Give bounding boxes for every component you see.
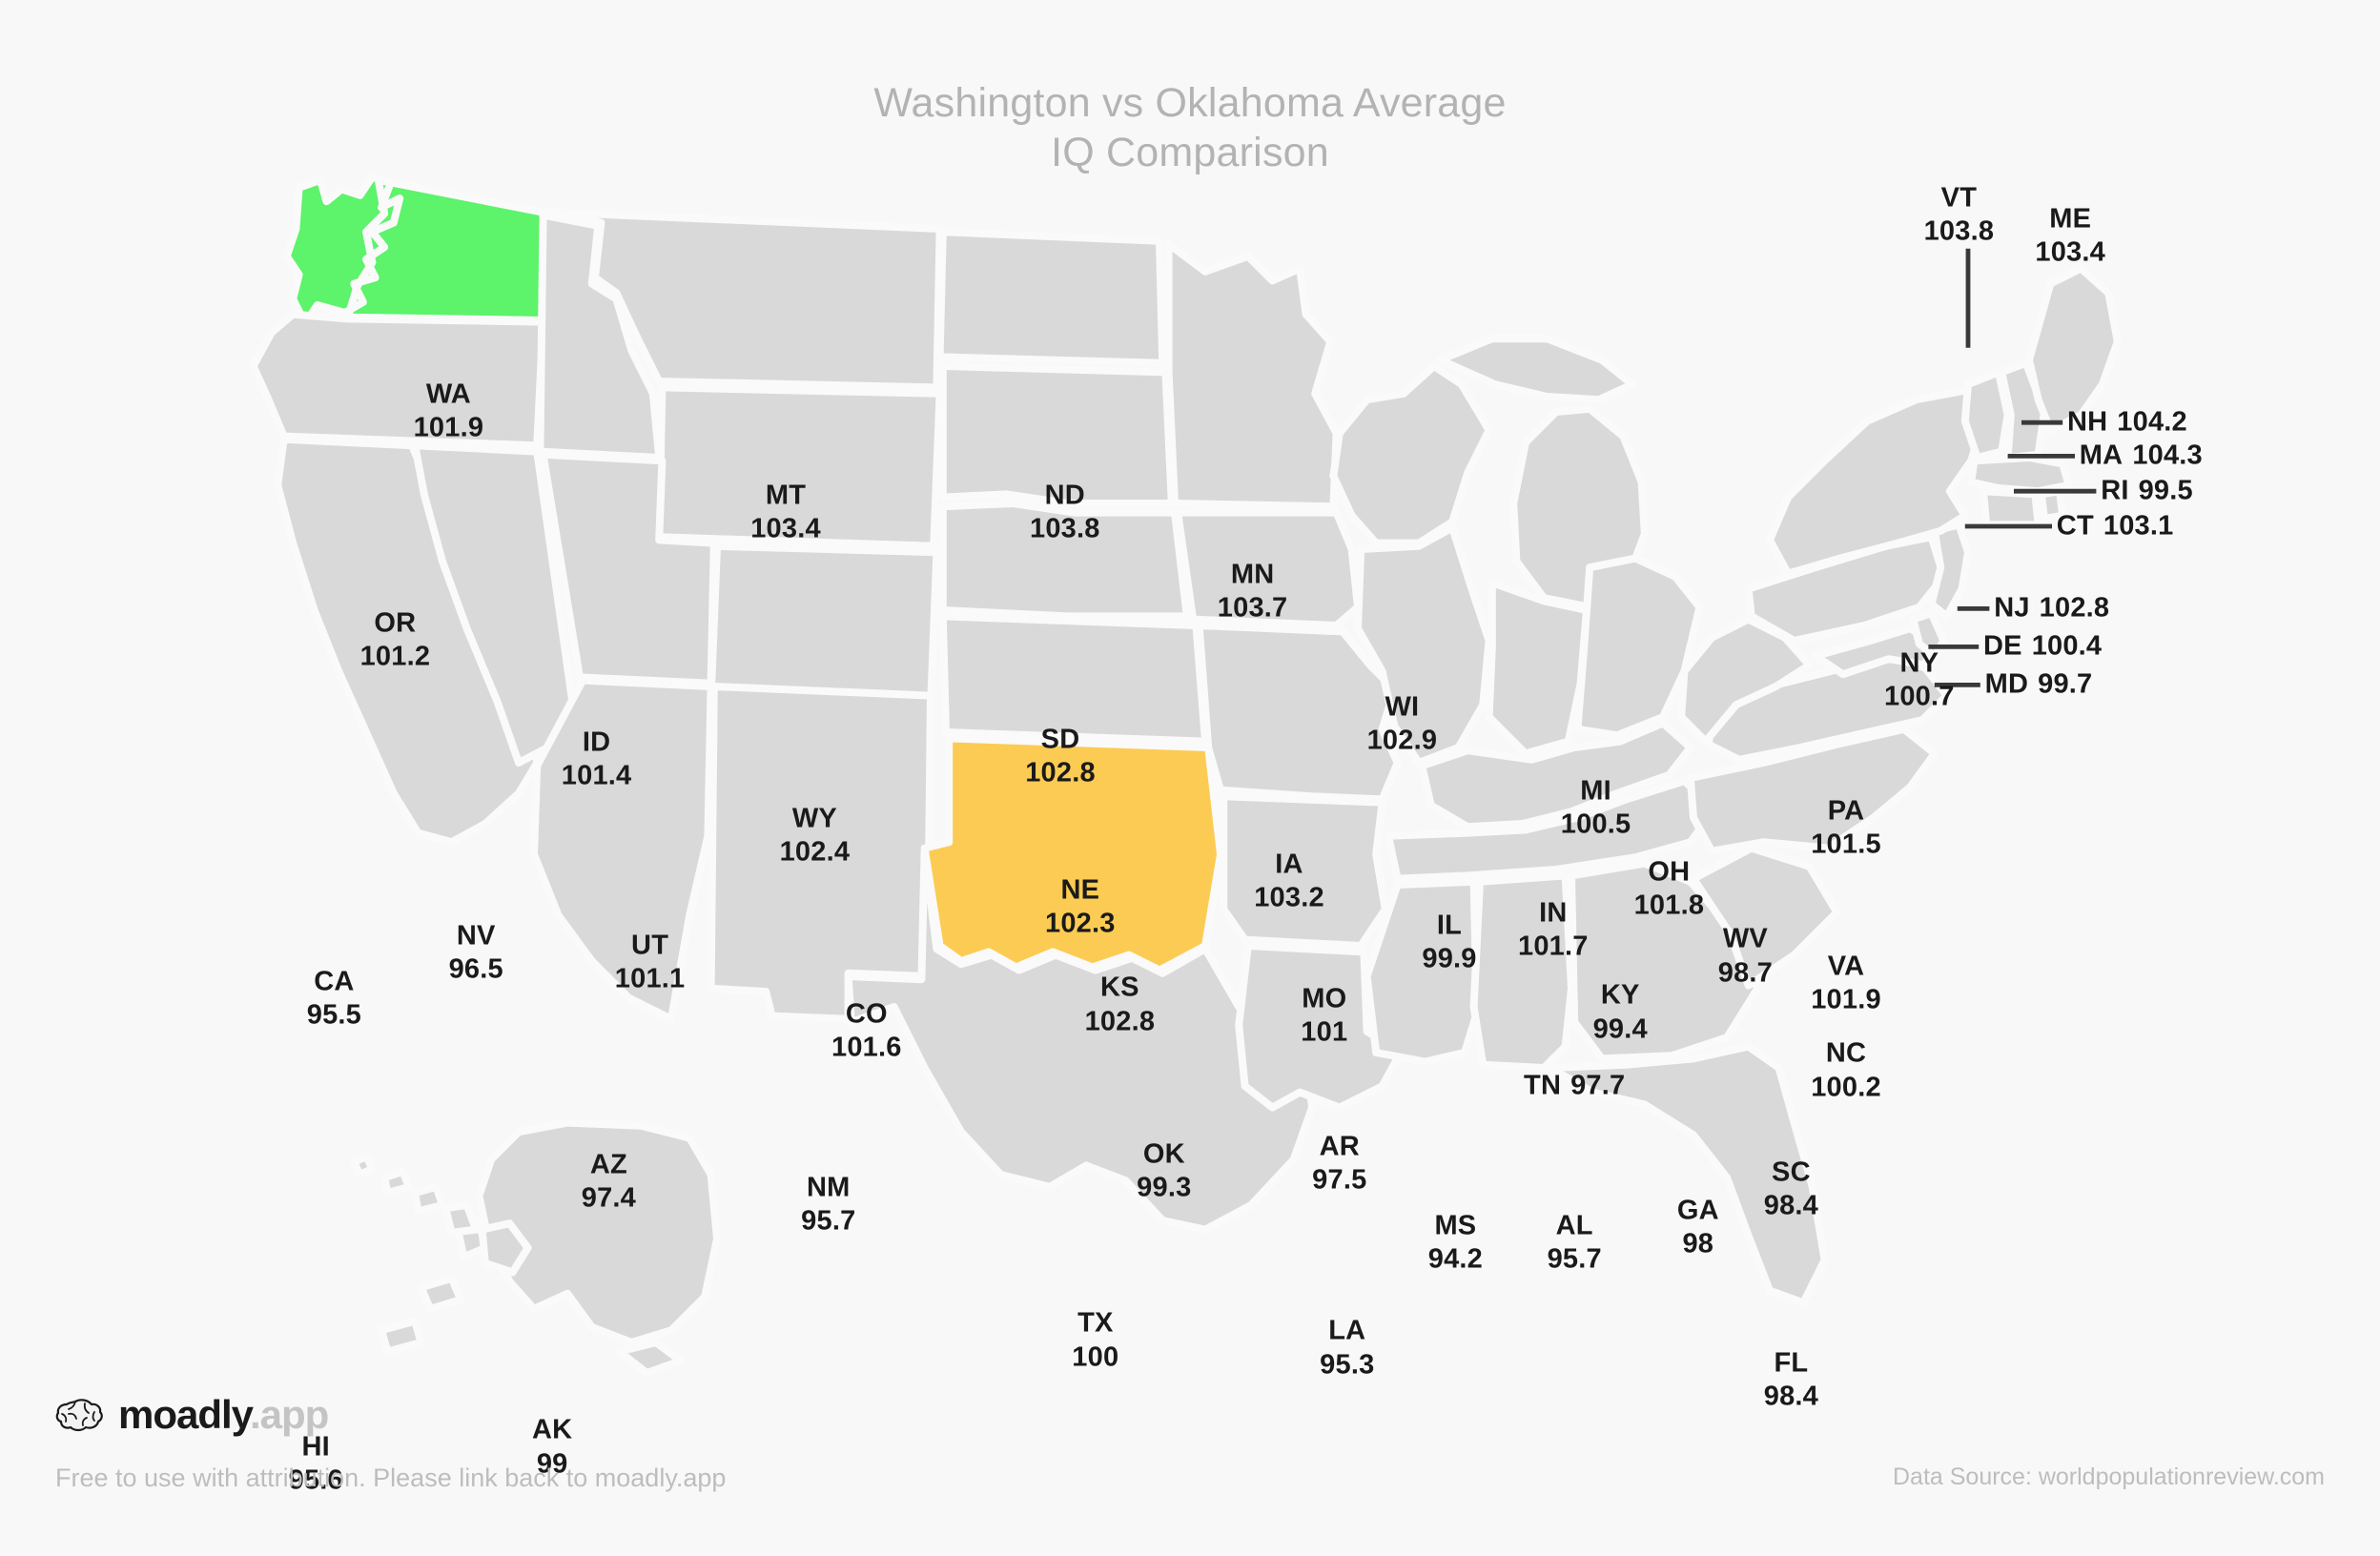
state-shape-mn[interactable] [1164,240,1341,511]
state-shape-az[interactable] [530,676,715,1023]
state-shape-la[interactable] [1235,942,1405,1112]
state-shape-ma[interactable] [1967,454,2073,496]
state-shape-nm[interactable] [707,683,934,1023]
state-shape-ia[interactable] [1174,508,1362,629]
state-shape-nv[interactable] [411,441,581,767]
state-shape-wv[interactable] [1677,615,1814,746]
state-shape-ga[interactable] [1568,859,1762,1063]
state-shapes [249,173,2122,1377]
state-shape-wa[interactable] [282,173,553,328]
state-shape-hi[interactable] [350,1152,532,1277]
brand-primary: moadly [118,1392,251,1437]
state-shape-fl[interactable] [1546,1042,1829,1307]
state-shape-oh[interactable] [1573,554,1704,740]
state-shape-ms[interactable] [1363,877,1481,1066]
state-shape-ok[interactable] [920,734,1224,974]
state-shape-il[interactable] [1354,523,1493,767]
state-shape-ne[interactable] [938,500,1191,621]
state-shape-ky[interactable] [1418,719,1694,831]
state-shape-or[interactable] [249,310,547,450]
state-shape-wi[interactable] [1329,362,1493,547]
state-shape-nd[interactable] [935,228,1167,367]
attribution-text: Free to use with attribution. Please lin… [55,1464,727,1492]
state-shape-me[interactable] [2025,264,2122,435]
footer: moadly.app Free to use with attribution.… [0,1384,2380,1556]
state-shape-ct[interactable] [1980,487,2042,529]
state-shape-wy[interactable] [655,383,944,550]
brand-logo[interactable]: moadly.app [55,1392,329,1438]
state-shape-mi-up[interactable] [1436,335,1636,404]
state-shape-ar[interactable] [1220,792,1389,950]
callout-leader-lines [1928,248,2097,687]
brain-icon [55,1399,103,1432]
state-shape-ks[interactable] [938,612,1209,746]
state-shape-mo[interactable] [1195,622,1402,804]
state-shape-ny[interactable] [1766,386,1987,578]
brand-text: moadly.app [118,1392,329,1438]
state-shape-al[interactable] [1469,871,1575,1072]
state-shape-ri[interactable] [2037,487,2067,522]
brand-suffix: .app [249,1392,329,1437]
state-shape-co[interactable] [707,542,941,712]
state-shape-ut[interactable] [539,450,718,687]
data-source-text: Data Source: worldpopulationreview.com [1892,1464,2325,1490]
state-shape-va[interactable] [1705,652,1951,764]
state-shape-tx[interactable] [844,847,1316,1234]
state-shape-sc[interactable] [1690,844,1841,990]
state-shape-in[interactable] [1485,579,1590,758]
state-shape-nc[interactable] [1686,725,1939,855]
state-shape-ak[interactable] [378,1118,721,1377]
state-shape-nj[interactable] [1927,521,1972,621]
state-shape-sd[interactable] [938,362,1176,507]
